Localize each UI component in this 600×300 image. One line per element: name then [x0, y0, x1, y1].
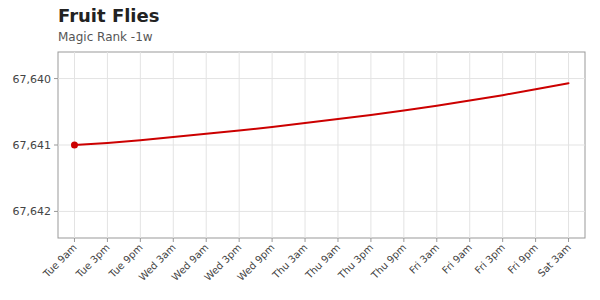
- x-tick-label: Thu 3pm: [335, 242, 375, 282]
- x-grid-line: [239, 52, 240, 238]
- y-tick: [54, 145, 58, 146]
- subtitle: Magic Rank -1w: [58, 30, 153, 44]
- x-grid-line: [305, 52, 306, 238]
- x-tick-label: Thu 9am: [303, 242, 343, 282]
- plot-frame: [58, 52, 585, 238]
- chart: Fruit Flies Magic Rank -1w 67,640 67,641 67,…: [0, 0, 600, 300]
- y-tick: [54, 211, 58, 212]
- x-grid-line: [107, 52, 108, 238]
- x-tick: [272, 238, 273, 242]
- x-grid-line: [502, 52, 503, 238]
- x-grid-line: [469, 52, 470, 238]
- x-tick: [370, 238, 371, 242]
- line: [74, 83, 568, 145]
- title: Fruit Flies: [58, 5, 159, 26]
- x-grid-line: [206, 52, 207, 238]
- x-grid-line: [568, 52, 569, 238]
- data-layer: [71, 83, 569, 148]
- x-tick: [469, 238, 470, 242]
- chart-container: Fruit Flies Magic Rank -1w 67,640 67,641 67,…: [0, 0, 600, 300]
- x-grid-line: [436, 52, 437, 238]
- x-tick-label: Wed 9pm: [235, 242, 276, 283]
- axes: 67,64067,64167,642Tue 9amTue 3pmTue 9pmW…: [13, 73, 573, 283]
- x-tick-label: Tue 3pm: [73, 242, 112, 281]
- x-tick: [74, 238, 75, 242]
- x-tick: [140, 238, 141, 242]
- y-grid-line: [58, 145, 585, 146]
- x-tick-label: Fri 3pm: [473, 242, 507, 276]
- x-tick: [568, 238, 569, 242]
- x-tick: [337, 238, 338, 242]
- x-tick: [403, 238, 404, 242]
- x-tick-label: Tue 9am: [40, 242, 79, 281]
- x-tick: [173, 238, 174, 242]
- x-tick: [535, 238, 536, 242]
- x-tick-label: Thu 3am: [270, 242, 310, 282]
- x-grid-line: [337, 52, 338, 238]
- x-tick: [107, 238, 108, 242]
- y-tick-label: 67,641: [13, 139, 52, 152]
- y-grid-line: [58, 211, 585, 212]
- x-tick-label: Fri 3am: [407, 242, 441, 276]
- x-tick: [436, 238, 437, 242]
- grid: [58, 52, 585, 238]
- x-tick: [239, 238, 240, 242]
- x-grid-line: [173, 52, 174, 238]
- x-tick: [206, 238, 207, 242]
- x-grid-line: [140, 52, 141, 238]
- y-tick: [54, 78, 58, 79]
- x-tick: [502, 238, 503, 242]
- x-tick: [305, 238, 306, 242]
- x-tick-label: Sat 3am: [536, 242, 573, 279]
- start-point: [71, 142, 78, 149]
- x-tick-label: Thu 9pm: [368, 242, 408, 282]
- y-grid-line: [58, 78, 585, 79]
- x-tick-label: Fri 9am: [440, 242, 474, 276]
- y-tick-label: 67,640: [13, 73, 52, 86]
- y-tick-label: 67,642: [13, 205, 52, 218]
- x-grid-line: [272, 52, 273, 238]
- x-grid-line: [370, 52, 371, 238]
- x-grid-line: [535, 52, 536, 238]
- x-grid-line: [403, 52, 404, 238]
